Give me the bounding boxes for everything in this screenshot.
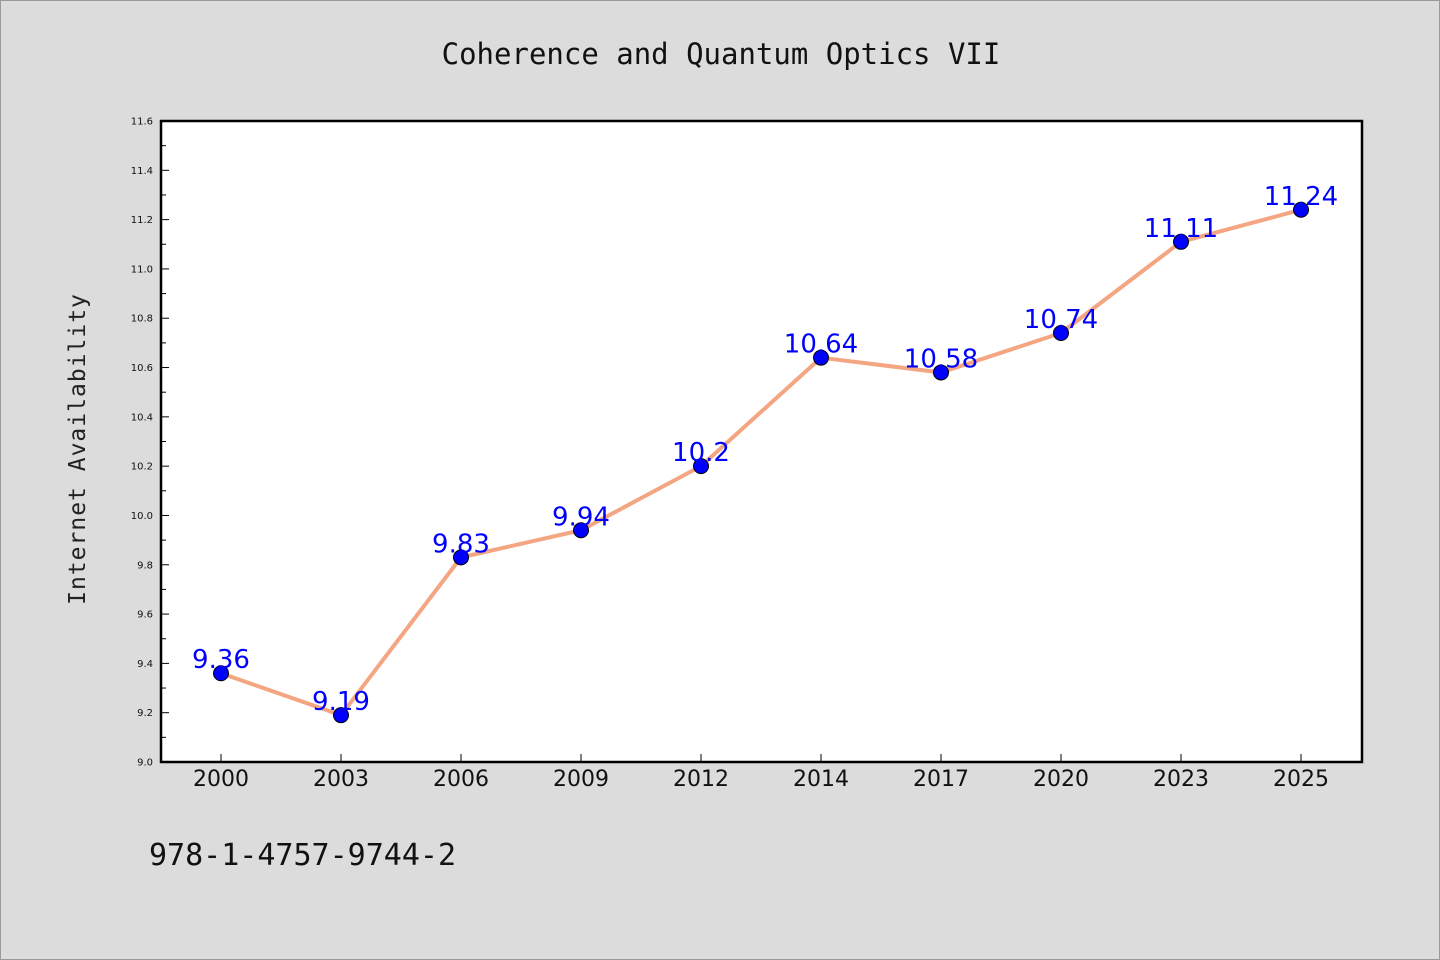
data-point	[213, 665, 229, 682]
data-point	[813, 349, 829, 366]
data-point	[1173, 233, 1189, 250]
y-tick-label: 11.6	[131, 117, 153, 128]
data-point	[1293, 201, 1309, 218]
data-point	[933, 364, 949, 381]
data-point	[453, 549, 469, 566]
data-label: 9.83	[432, 529, 490, 559]
y-tick-label: 10.6	[131, 363, 153, 374]
x-tick-label: 2012	[673, 767, 729, 792]
plot-area	[161, 121, 1362, 762]
data-label: 10.74	[1024, 305, 1098, 335]
data-label: 9.94	[552, 502, 610, 532]
x-tick-label: 2006	[433, 767, 489, 792]
data-label: 10.64	[784, 330, 858, 360]
data-point	[693, 458, 709, 475]
x-tick-label: 2020	[1033, 767, 1089, 792]
y-axis-label: Internet Availability	[65, 293, 91, 605]
series-line	[219, 207, 1303, 718]
y-tick-label: 10.4	[131, 412, 153, 423]
data-label: 11.24	[1264, 182, 1338, 212]
y-tick-label: 11.2	[131, 215, 153, 226]
x-tick-label: 2003	[313, 767, 369, 792]
y-tick-label: 9.2	[137, 708, 153, 719]
data-point	[333, 707, 349, 724]
y-tick-label: 10.2	[131, 462, 153, 473]
data-labels: 9.36 9.19 9.83 9.94 10.2 10.64 10.58 10.74 11.11…	[192, 182, 1338, 717]
chart-title: Coherence and Quantum Optics VII	[442, 37, 1001, 71]
data-label: 9.19	[312, 687, 370, 717]
y-tick-label: 11.0	[131, 264, 153, 275]
y-tick-label: 11.4	[131, 166, 153, 177]
data-label: 11.11	[1144, 214, 1218, 244]
data-markers	[213, 201, 1309, 724]
x-tick-label: 2009	[553, 767, 609, 792]
x-tick-label: 2014	[793, 767, 849, 792]
data-label: 10.2	[672, 438, 730, 468]
y-tick-label: 10.8	[131, 314, 153, 325]
data-label: 10.58	[904, 344, 978, 374]
series-line-group	[219, 207, 1303, 718]
x-tick-label: 2017	[913, 767, 969, 792]
y-axis-ticks: 9.0 9.2 9.4 9.6 9.8 10.0 10.2 10.4 10.6 10.8 11.0 1…	[131, 117, 169, 769]
y-tick-label: 9.8	[137, 560, 153, 571]
x-tick-label: 2023	[1153, 767, 1209, 792]
y-tick-label: 9.0	[137, 758, 153, 769]
y-tick-label: 10.0	[131, 511, 153, 522]
x-tick-label: 2000	[193, 767, 249, 792]
y-tick-label: 9.6	[137, 610, 153, 621]
y-tick-label: 9.4	[137, 659, 153, 670]
data-point	[573, 522, 589, 539]
x-axis-ticks: 2000 2003 2006 2009 2012 2014 2017 2020 2023 2025	[193, 754, 1329, 792]
plot-frame	[159, 119, 1364, 764]
x-tick-label: 2025	[1273, 767, 1329, 792]
isbn-text: 978-1-4757-9744-2	[149, 838, 456, 873]
data-point	[1053, 325, 1069, 342]
data-label: 9.36	[192, 645, 250, 675]
